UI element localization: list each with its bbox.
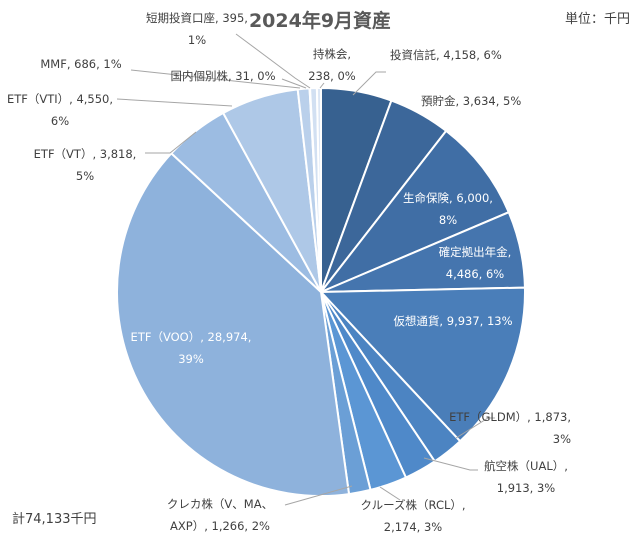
- slice-label-line: 6%: [51, 114, 69, 128]
- slice-label-line: MMF, 686, 1%: [40, 57, 121, 71]
- data-labels: 投資信託, 4,158, 6% 預貯金, 3,634, 5% 生命保険, 6,000…: [7, 11, 571, 534]
- slice-data-label: 航空株（UAL）, 1,913, 3%: [484, 459, 568, 495]
- slice-label-line: AXP）, 1,266, 2%: [170, 519, 270, 533]
- slice-label-line: 1%: [188, 33, 206, 47]
- slice-data-label: クルーズ株（RCL）, 2,174, 3%: [360, 498, 465, 534]
- slice-label-line: 投資信託, 4,158, 6%: [390, 48, 502, 62]
- leader-line: [145, 131, 197, 154]
- slice-data-label: 生命保険, 6,000, 8%: [403, 191, 493, 227]
- leader-line: [423, 457, 478, 471]
- slice-label-line: ETF（VTI）, 4,550,: [7, 92, 113, 106]
- slice-label-line: 238, 0%: [308, 69, 356, 83]
- leader-line: [116, 98, 233, 107]
- slice-label-line: 5%: [76, 169, 94, 183]
- slice-label-line: 仮想通貨, 9,937, 13%: [393, 314, 512, 328]
- slice-label-line: 国内個別株, 31, 0%: [171, 69, 276, 83]
- slice-label-line: 持株会,: [313, 47, 351, 61]
- slice-label-line: クルーズ株（RCL）,: [360, 498, 465, 512]
- slice-label-line: 3%: [553, 432, 571, 446]
- slice-data-label: ETF（GLDM）, 1,873, 3%: [449, 410, 571, 446]
- pie-slice: [317, 129, 511, 295]
- unit-label: 単位：千円: [565, 11, 630, 27]
- pie-slices: [115, 86, 526, 497]
- leader-line: [130, 69, 301, 89]
- slice-data-label: 国内個別株, 31, 0%: [171, 69, 276, 83]
- slice-data-label: 短期投資口座, 395, 1%: [146, 11, 248, 47]
- leader-line: [284, 485, 353, 506]
- pie-slice: [318, 286, 526, 443]
- slice-data-label: 仮想通貨, 9,937, 13%: [393, 314, 512, 328]
- slice-label-line: 短期投資口座, 395,: [146, 11, 248, 25]
- slice-data-label: MMF, 686, 1%: [40, 57, 121, 71]
- slice-data-label: 預貯金, 3,634, 5%: [421, 94, 521, 108]
- slice-label-line: 4,486, 6%: [446, 267, 505, 281]
- slice-label-line: ETF（VOO）, 28,974,: [131, 330, 252, 344]
- slice-label-line: クレカ株（V、MA、: [167, 497, 273, 511]
- slice-label-line: 預貯金, 3,634, 5%: [421, 94, 521, 108]
- slice-label-line: 航空株（UAL）,: [484, 459, 568, 473]
- slice-data-label: ETF（VTI）, 4,550, 6%: [7, 92, 113, 128]
- slice-label-line: ETF（VT）, 3,818,: [34, 147, 137, 161]
- leader-line: [455, 417, 495, 439]
- slice-data-label: ETF（VOO）, 28,974, 39%: [131, 330, 252, 366]
- slice-label-line: 8%: [439, 213, 457, 227]
- slice-label-line: 2,174, 3%: [384, 520, 443, 534]
- slice-data-label: 確定拠出年金, 4,486, 6%: [439, 245, 512, 281]
- slice-label-line: ETF（GLDM）, 1,873,: [449, 410, 571, 424]
- chart-title: 2024年9月資産: [249, 9, 391, 32]
- slice-label-line: 39%: [178, 352, 204, 366]
- slice-label-line: 生命保険, 6,000,: [403, 191, 493, 205]
- pie-slice: [315, 86, 322, 293]
- leader-line: [379, 486, 401, 501]
- leader-line: [281, 78, 307, 89]
- leader-line: [319, 82, 325, 89]
- slice-data-label: クレカ株（V、MA、 AXP）, 1,266, 2%: [167, 497, 273, 533]
- slice-label-line: 1,913, 3%: [497, 481, 556, 495]
- pie-slice: [115, 151, 351, 497]
- slice-label-line: 確定拠出年金,: [439, 245, 512, 259]
- slice-data-label: ETF（VT）, 3,818, 5%: [34, 147, 137, 183]
- slice-data-label: 投資信託, 4,158, 6%: [390, 48, 502, 62]
- leader-line: [235, 33, 311, 89]
- slice-data-label: 持株会, 238, 0%: [308, 47, 356, 83]
- leader-line: [352, 71, 386, 96]
- leader-lines: [116, 33, 495, 506]
- total-label: 計74,133千円: [12, 511, 97, 527]
